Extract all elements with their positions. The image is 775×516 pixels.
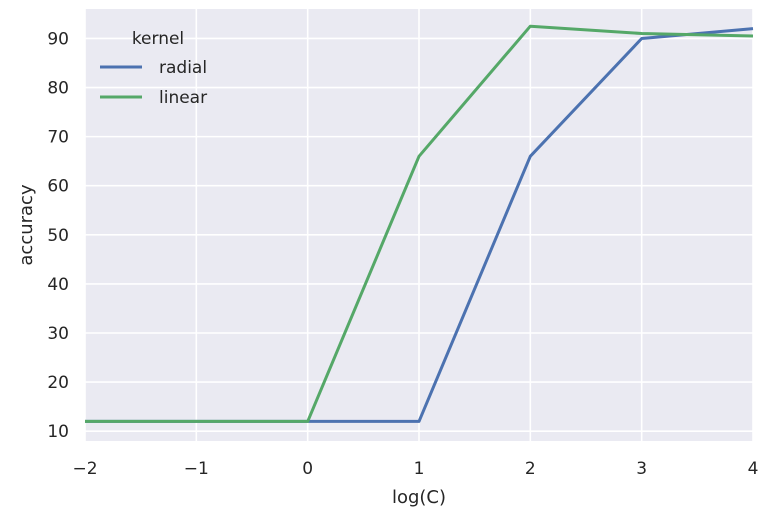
x-tick-label: 3 — [636, 459, 647, 479]
x-tick-label: 0 — [302, 459, 313, 479]
y-tick-label: 90 — [47, 29, 69, 49]
x-tick-label: −1 — [184, 459, 209, 479]
y-tick-label: 70 — [47, 128, 69, 148]
legend-title: kernel — [132, 29, 184, 49]
grid — [84, 9, 754, 441]
y-tick-label: 20 — [47, 373, 69, 393]
y-tick-labels: 10 20 30 40 50 60 70 80 90 — [47, 29, 69, 442]
y-tick-label: 60 — [47, 177, 69, 197]
x-tick-label: 1 — [414, 459, 425, 479]
y-tick-label: 50 — [47, 226, 69, 246]
x-axis-label: log(C) — [392, 487, 446, 508]
series-line-linear — [85, 24, 754, 423]
y-tick-label: 40 — [47, 275, 69, 295]
x-tick-labels: −2 −1 0 1 2 3 4 — [72, 459, 758, 479]
legend-label-radial: radial — [159, 58, 207, 78]
y-tick-label: 10 — [47, 422, 69, 442]
legend: kernel radial linear — [100, 29, 207, 108]
series-lines — [85, 24, 754, 423]
legend-label-linear: linear — [159, 88, 207, 108]
x-tick-label: 2 — [525, 459, 536, 479]
y-tick-label: 30 — [47, 324, 69, 344]
y-axis-label: accuracy — [16, 184, 37, 266]
x-tick-label: 4 — [748, 459, 759, 479]
x-tick-label: −2 — [72, 459, 97, 479]
y-tick-label: 80 — [47, 79, 69, 99]
